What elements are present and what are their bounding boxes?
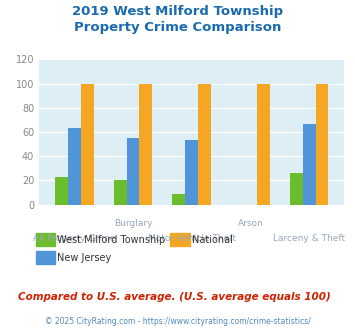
Text: Burglary: Burglary (114, 219, 152, 228)
Text: All Property Crime: All Property Crime (33, 234, 115, 243)
Bar (68, 128, 81, 205)
Text: New Jersey: New Jersey (57, 253, 111, 263)
Bar (303, 123, 316, 205)
Bar (126, 138, 140, 205)
Text: Larceny & Theft: Larceny & Theft (273, 234, 345, 243)
Bar (257, 83, 270, 205)
Text: Arson: Arson (237, 219, 263, 228)
Text: West Milford Township: West Milford Township (57, 235, 165, 245)
Bar (185, 141, 198, 205)
Bar (316, 83, 328, 205)
Bar (55, 177, 68, 205)
Bar (140, 83, 152, 205)
Text: © 2025 CityRating.com - https://www.cityrating.com/crime-statistics/: © 2025 CityRating.com - https://www.city… (45, 317, 310, 326)
Bar (172, 194, 185, 205)
Bar (114, 181, 126, 205)
Text: 2019 West Milford Township
Property Crime Comparison: 2019 West Milford Township Property Crim… (72, 5, 283, 34)
Bar (81, 83, 94, 205)
Bar (290, 173, 303, 205)
Text: Motor Vehicle Theft: Motor Vehicle Theft (148, 234, 236, 243)
Text: National: National (192, 235, 233, 245)
Text: Compared to U.S. average. (U.S. average equals 100): Compared to U.S. average. (U.S. average … (18, 292, 331, 302)
Bar (198, 83, 211, 205)
